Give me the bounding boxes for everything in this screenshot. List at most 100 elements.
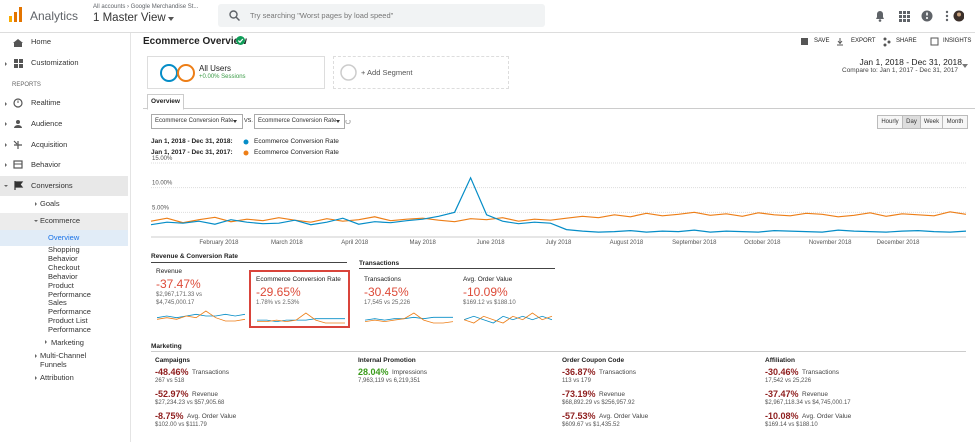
row-change: -36.87% [562,367,596,377]
breadcrumb[interactable]: All accounts › Google Merchandise St... [93,4,199,10]
toolbar-icons[interactable] [874,9,964,23]
action-share[interactable]: SHARE [896,38,917,44]
x-tick-label: December 2018 [877,240,920,246]
segment-icon [160,64,195,82]
compare-range[interactable]: Compare to: Jan 1, 2017 - Dec 31, 2017 [842,67,958,74]
nav-item[interactable]: Shopping Behavior [48,245,80,263]
x-tick-label: November 2018 [809,240,852,246]
section-title: Marketing [151,343,182,350]
nav-item[interactable]: Conversions [31,181,73,190]
nav-item[interactable]: Sales Performance [48,298,91,316]
granularity-button[interactable]: Month [942,115,968,129]
sidebar: Home Customization REPORTS Realtime Audi… [0,33,131,442]
date-range[interactable]: Jan 1, 2018 - Dec 31, 2018 [859,57,962,67]
vs-label: VS. [244,118,253,124]
nav-item[interactable]: Attribution [40,373,74,382]
x-tick-label: February 2018 [199,240,239,246]
caret [168,17,174,21]
row-metric: Impressions [392,369,428,376]
nav-item[interactable]: Audience [31,119,63,128]
add-segment-label: + Add Segment [361,68,413,77]
active-item [0,230,128,246]
row-detail: 113 vs 179 [562,378,591,384]
column-title: Campaigns [155,357,191,364]
row-change: 28.04% [358,367,389,377]
add-segment[interactable]: + Add Segment [333,56,509,89]
row-metric: Transactions [192,369,229,376]
nav-item-active[interactable]: Overview [48,233,80,242]
row-metric: Revenue [802,391,829,398]
nav-item[interactable]: Realtime [31,98,61,107]
row-change: -8.75% [155,411,184,421]
top-bar: Analytics All accounts › Google Merchand… [0,0,975,33]
row-detail: $102.00 vs $111.79 [155,422,207,428]
row-metric: Avg. Order Value [187,413,237,420]
nav-item[interactable]: Customization [31,58,79,67]
nav-item[interactable]: Marketing [51,338,84,347]
nav-item[interactable]: Home [31,37,52,46]
search-box[interactable]: Try searching "Worst pages by load speed… [218,4,545,27]
row-detail: $169.14 vs $188.10 [765,422,818,428]
column-title: Affiliation [765,357,795,364]
segment-name: All Users [199,64,232,73]
row-change: -73.19% [562,389,596,399]
nav-item[interactable]: Acquisition [31,140,68,149]
column-title: Internal Promotion [358,357,416,364]
metric-dropdown[interactable]: Ecommerce Conversion Rate [254,114,345,129]
search-placeholder: Try searching "Worst pages by load speed… [250,11,394,20]
row-metric: Transactions [599,369,636,376]
legend-period: Jan 1, 2018 - Dec 31, 2018: [151,138,233,145]
x-tick-label: August 2018 [610,240,644,246]
nav-section-label: REPORTS [12,82,41,88]
logo [9,7,22,22]
legend-swatch [243,139,249,145]
x-tick-label: July 2018 [546,240,572,246]
active-subsection [0,213,128,230]
row-metric: Revenue [192,391,219,398]
column-title: Order Coupon Code [562,357,625,364]
nav-item[interactable]: Ecommerce [40,216,81,225]
x-tick-label: September 2018 [672,240,717,246]
series-line [150,176,967,233]
tab-rule [143,108,975,109]
nav-item[interactable]: Product Performance [48,281,91,299]
row-change: -10.08% [765,411,799,421]
row-change: -57.53% [562,411,596,421]
nav-item[interactable]: Multi-Channel Funnels [40,351,87,369]
sub-nav-carets [34,202,47,380]
legend-metric: Ecommerce Conversion Rate [254,138,339,145]
row-metric: Transactions [802,369,839,376]
row-metric: Revenue [599,391,626,398]
legend-swatches [243,139,249,156]
row-detail: 267 vs 518 [155,378,185,384]
row-change: -48.46% [155,367,189,377]
line-chart: 5.00% 10.00% 15.00% February 2018 March 2018… [150,156,967,246]
nav-item[interactable]: Behavior [31,160,61,169]
nav-item[interactable]: Product List Performance [48,316,91,334]
y-tick-label: 5.00% [152,205,170,211]
x-tick-label: May 2018 [409,240,436,246]
granularity-button[interactable]: Week [920,115,943,129]
tab-overview[interactable]: Overview [147,94,184,110]
legend-metric: Ecommerce Conversion Rate [254,149,339,156]
metric-dropdown[interactable]: Ecommerce Conversion Rate [151,114,243,129]
add-segment-icon [340,64,357,81]
nav-item[interactable]: Goals [40,199,60,208]
action-insights[interactable]: INSIGHTS [943,38,972,44]
granularity-button[interactable]: Hourly [877,115,903,129]
action-export[interactable]: EXPORT [851,38,876,44]
row-detail: $2,967,118.34 vs $4,745,000.17 [765,400,851,406]
row-detail: 17,542 vs 25,226 [765,378,812,384]
nav-icons [4,39,24,190]
segment-card[interactable]: All Users +0.00% Sessions [147,56,325,89]
row-metric: Avg. Order Value [802,413,852,420]
view-selector[interactable]: 1 Master View [93,12,166,24]
row-detail: 7,963,119 vs 6,219,351 [358,378,421,384]
nav-item[interactable]: Checkout Behavior [48,263,80,281]
action-icons [801,37,939,47]
segment-detail: +0.00% Sessions [199,74,246,80]
search-icon [229,10,240,21]
action-save[interactable]: SAVE [814,38,830,44]
